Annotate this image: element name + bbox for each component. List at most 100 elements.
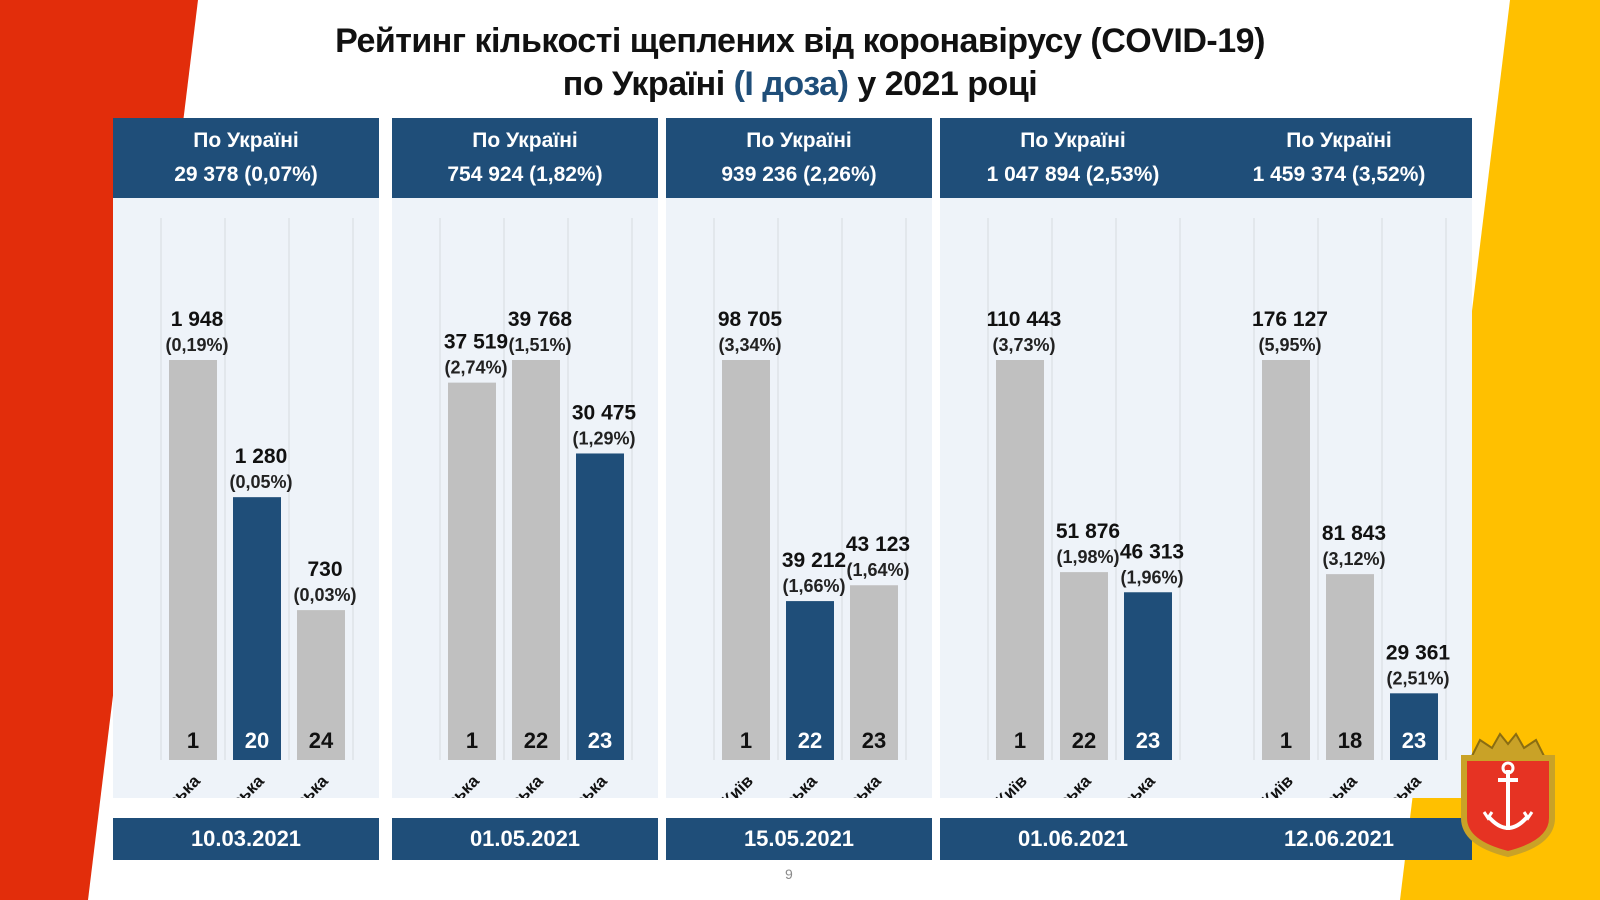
value-label: 39 768 — [508, 308, 573, 331]
percent-label: (1,66%) — [782, 576, 845, 596]
header-title: По Україні — [1020, 129, 1126, 152]
title-line2-post: у 2021 році — [848, 65, 1038, 103]
category-label: м.Київ — [1246, 771, 1297, 798]
value-label: 51 876 — [1056, 520, 1120, 543]
chart-panel: По Україні 1 459 374 (3,52%) 176 127 (5,95%… — [1206, 118, 1472, 860]
bar — [576, 453, 624, 760]
title-line1: Рейтинг кількості щеплених від коронавір… — [335, 22, 1265, 60]
bar — [786, 601, 834, 760]
percent-label: (1,64%) — [846, 560, 909, 580]
value-label: 39 212 — [782, 549, 846, 572]
chart-panel: По Україні 29 378 (0,07%) 1 948 (0,19%) 1 Тер… — [113, 118, 379, 860]
rank-label: 22 — [798, 728, 822, 753]
panel-date: 15.05.2021 — [666, 818, 932, 860]
category-label: Тернопільська — [113, 771, 204, 798]
percent-label: (3,34%) — [718, 335, 781, 355]
value-label: 37 519 — [444, 331, 508, 354]
rank-label: 1 — [1280, 728, 1292, 753]
percent-label: (1,29%) — [572, 428, 635, 448]
bar — [1060, 572, 1108, 760]
rank-label: 18 — [1338, 728, 1362, 753]
header-total: 939 236 (2,26%) — [721, 163, 877, 186]
value-label: 730 — [307, 558, 342, 581]
bar — [297, 610, 345, 760]
value-label: 1 280 — [235, 445, 288, 468]
percent-label: (0,03%) — [293, 585, 356, 605]
category-label: Одеська — [757, 771, 821, 798]
value-label: 43 123 — [846, 533, 910, 556]
category-label: Одеська — [204, 771, 268, 798]
slide-title: Рейтинг кількості щеплених від коронавір… — [230, 20, 1370, 106]
rank-label: 22 — [524, 728, 548, 753]
page-number: 9 — [785, 866, 793, 882]
bar — [1390, 693, 1438, 760]
bar-chart: 98 705 (3,34%) 1 м.Київ 39 212 (1,66%) 22 Одесь… — [706, 218, 910, 798]
panel-header: По Україні 754 924 (1,82%) — [392, 118, 658, 198]
header-total: 1 047 894 (2,53%) — [986, 163, 1160, 186]
value-label: 98 705 — [718, 308, 783, 331]
rank-label: 1 — [1014, 728, 1026, 753]
category-label: м.Київ — [706, 771, 757, 798]
header-total: 29 378 (0,07%) — [174, 163, 318, 186]
bar — [448, 382, 496, 760]
header-title: По Україні — [746, 129, 852, 152]
percent-label: (5,95%) — [1258, 335, 1321, 355]
percent-label: (1,96%) — [1120, 567, 1183, 587]
bar — [850, 585, 898, 760]
chart-panel: По Україні 939 236 (2,26%) 98 705 (3,34%) 1 м… — [666, 118, 932, 860]
panel-date: 12.06.2021 — [1206, 818, 1472, 860]
panel-header: По Україні 1 459 374 (3,52%) — [1206, 118, 1472, 198]
bar — [512, 360, 560, 760]
category-label: м.Київ — [980, 771, 1031, 798]
category-label: Одеська — [1361, 771, 1425, 798]
header-total: 1 459 374 (3,52%) — [1252, 163, 1426, 186]
bar — [1262, 360, 1310, 760]
percent-label: (0,19%) — [165, 335, 228, 355]
bar — [722, 360, 770, 760]
category-label: Одеська — [1095, 771, 1159, 798]
category-label: Одеська — [547, 771, 611, 798]
value-label: 176 127 — [1252, 308, 1328, 331]
category-label: Полтавська — [400, 771, 484, 798]
value-label: 110 443 — [987, 308, 1062, 331]
rank-label: 1 — [466, 728, 478, 753]
rank-label: 24 — [309, 728, 334, 753]
header-total: 754 924 (1,82%) — [447, 163, 603, 186]
rank-label: 22 — [1072, 728, 1096, 753]
chart-panel: По Україні 754 924 (1,82%) 37 519 (2,74%) 1 П… — [392, 118, 658, 860]
title-line2-pre: по Україні — [562, 65, 734, 103]
panel-header: По Україні 29 378 (0,07%) — [113, 118, 379, 198]
bar — [996, 360, 1044, 760]
panel-date: 01.06.2021 — [940, 818, 1206, 860]
rank-label: 20 — [245, 728, 269, 753]
value-label: 29 361 — [1386, 641, 1451, 664]
rank-label: 1 — [187, 728, 199, 753]
header-title: По Україні — [1286, 129, 1392, 152]
value-label: 46 313 — [1120, 540, 1184, 563]
rank-label: 23 — [588, 728, 612, 753]
rank-label: 23 — [1402, 728, 1426, 753]
value-label: 30 475 — [572, 401, 637, 424]
percent-label: (0,05%) — [229, 472, 292, 492]
bar — [1124, 592, 1172, 760]
rank-label: 23 — [1136, 728, 1160, 753]
percent-label: (3,12%) — [1322, 549, 1385, 569]
rank-label: 23 — [862, 728, 886, 753]
header-title: По Україні — [472, 129, 578, 152]
panel-header: По Україні 939 236 (2,26%) — [666, 118, 932, 198]
panel-date: 10.03.2021 — [113, 818, 379, 860]
odesa-coat-of-arms-icon — [1461, 732, 1555, 858]
chart-panel: По Україні 1 047 894 (2,53%) 110 443 (3,73%… — [940, 118, 1206, 860]
value-label: 1 948 — [171, 308, 224, 331]
value-label: 81 843 — [1322, 522, 1386, 545]
panel-header: По Україні 1 047 894 (2,53%) — [940, 118, 1206, 198]
title-line2: по Україні (I доза) у 2021 році — [230, 63, 1370, 106]
bar-chart: 37 519(2,74%)1Полтавська39 768(1,51%)22Х… — [400, 218, 637, 798]
header-title: По Україні — [193, 129, 299, 152]
bar — [1326, 574, 1374, 760]
percent-label: (2,74%) — [444, 358, 507, 378]
bar — [169, 360, 217, 760]
bar — [233, 497, 281, 760]
